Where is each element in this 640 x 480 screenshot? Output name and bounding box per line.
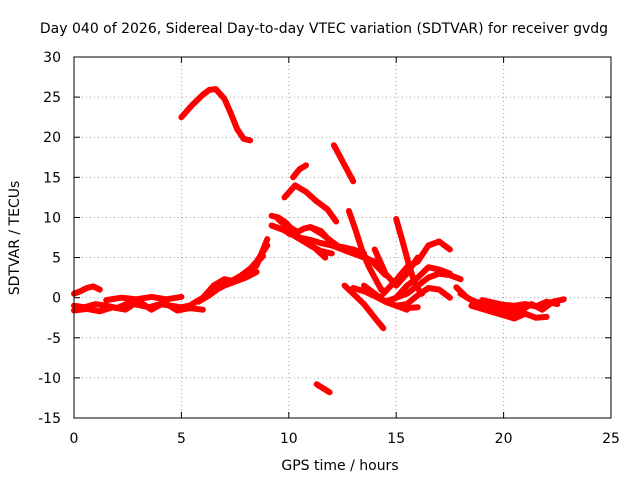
x-tick-label: 0: [70, 431, 79, 447]
y-axis-label: SDTVAR / TECUs: [7, 181, 23, 296]
series-arc-05: [178, 86, 254, 144]
plot-frame: [73, 56, 612, 419]
series-arc-09: [210, 269, 260, 295]
series-arc-27: [393, 264, 453, 301]
y-tick-label: 25: [43, 90, 61, 106]
chart-title: Day 040 of 2026, Sidereal Day-to-day VTE…: [40, 21, 608, 37]
y-tick-label: 5: [52, 251, 61, 267]
x-axis-label: GPS time / hours: [281, 458, 398, 474]
series-arc-01: [71, 283, 103, 297]
y-tick-label: -10: [38, 371, 61, 387]
series-arc-17: [328, 242, 389, 279]
x-tick-label: 20: [495, 431, 513, 447]
x-tick-labels: 0 5 10 15 20 25: [70, 431, 620, 447]
grid-lines: [74, 57, 611, 418]
series-arc-33: [479, 297, 561, 310]
series-arc-21: [341, 282, 387, 332]
y-tick-label: 0: [52, 291, 61, 307]
x-tick-label: 15: [387, 431, 405, 447]
series-arc-15: [285, 230, 367, 257]
axis-ticks: [73, 56, 612, 419]
x-tick-label: 5: [177, 431, 186, 447]
series-arc-14: [290, 162, 309, 181]
series-arc-18: [313, 381, 333, 396]
y-tick-label: 10: [43, 210, 61, 226]
series-arc-26: [380, 238, 453, 297]
y-tick-labels: -15 -10 -5 0 5 10 15 20 25 30: [38, 50, 61, 427]
series-layer: [71, 86, 567, 396]
y-tick-label: 15: [43, 170, 61, 186]
series-arc-31: [457, 290, 550, 321]
y-tick-label: -15: [38, 411, 61, 427]
series-arc-32: [468, 302, 529, 322]
series-arc-13: [281, 182, 340, 225]
series-arc-29: [393, 285, 453, 309]
y-tick-label: 20: [43, 130, 61, 146]
series-arc-04: [103, 293, 185, 304]
y-tick-label: -5: [47, 331, 61, 347]
series-arc-28: [382, 270, 464, 305]
x-tick-label: 10: [280, 431, 298, 447]
x-tick-label: 25: [602, 431, 620, 447]
series-arc-19: [330, 142, 357, 185]
series-arc-20: [345, 208, 389, 295]
y-tick-label: 30: [43, 50, 61, 66]
